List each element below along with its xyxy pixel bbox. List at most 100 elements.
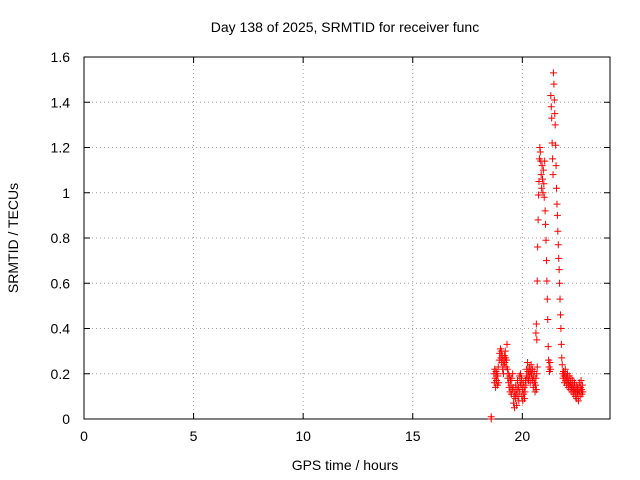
data-point <box>539 166 547 174</box>
data-point <box>535 177 543 185</box>
data-point <box>540 180 548 188</box>
data-point <box>495 379 503 387</box>
y-tick-label: 1.4 <box>51 94 71 110</box>
data-point <box>542 236 550 244</box>
y-tick-label: 0.8 <box>51 230 71 246</box>
data-point <box>509 370 517 378</box>
data-point <box>513 401 521 409</box>
data-point <box>538 184 546 192</box>
data-point <box>549 69 557 77</box>
x-tick-label: 0 <box>80 428 88 444</box>
data-point <box>542 220 550 228</box>
data-point <box>561 365 569 373</box>
data-point <box>546 365 554 373</box>
data-point <box>578 381 586 389</box>
data-point <box>487 413 495 421</box>
data-point <box>533 277 541 285</box>
y-tick-label: 0.6 <box>51 275 71 291</box>
data-point <box>552 162 560 170</box>
data-point <box>538 162 546 170</box>
data-point <box>557 340 565 348</box>
data-point <box>541 207 549 215</box>
data-point <box>532 386 540 394</box>
data-point <box>533 370 541 378</box>
data-point <box>544 343 552 351</box>
data-point <box>533 363 541 371</box>
data-point <box>521 388 529 396</box>
data-point <box>550 80 558 88</box>
data-point <box>539 189 547 197</box>
data-point <box>557 325 565 332</box>
data-point <box>555 266 563 274</box>
data-point <box>543 295 551 303</box>
data-points <box>487 69 587 423</box>
data-point <box>553 184 561 192</box>
data-point <box>553 200 561 208</box>
axis-ticks: 0 5 10 15 20 0 0.2 0.4 0.6 0.8 1 1.2 1.4 1.6 <box>51 49 610 444</box>
data-point <box>521 395 529 403</box>
x-tick-label: 15 <box>405 428 421 444</box>
data-point <box>556 311 564 319</box>
data-point <box>551 121 559 129</box>
data-point <box>550 96 558 104</box>
data-point <box>532 374 540 382</box>
data-point <box>552 141 560 149</box>
data-point <box>494 372 502 380</box>
data-point <box>537 171 545 179</box>
x-tick-label: 5 <box>190 428 198 444</box>
grid <box>84 57 610 419</box>
data-point <box>546 358 554 366</box>
x-tick-label: 20 <box>515 428 531 444</box>
data-point <box>553 211 561 219</box>
y-tick-label: 0 <box>62 411 70 427</box>
y-tick-label: 1.2 <box>51 140 71 156</box>
data-point <box>547 103 555 111</box>
data-point <box>534 243 542 251</box>
data-point <box>508 374 516 382</box>
data-point <box>541 157 549 165</box>
data-point <box>551 110 559 118</box>
data-point <box>536 148 544 156</box>
data-point <box>494 363 502 371</box>
data-point <box>548 114 556 122</box>
data-point <box>556 279 564 287</box>
data-point <box>531 381 539 389</box>
x-axis-label: GPS time / hours <box>292 457 399 473</box>
y-tick-label: 1.6 <box>51 49 71 65</box>
data-point <box>532 329 540 337</box>
data-point <box>501 347 509 355</box>
data-point <box>524 358 532 366</box>
data-point <box>540 193 548 201</box>
data-point <box>544 315 552 323</box>
y-tick-label: 0.2 <box>51 366 71 382</box>
y-tick-label: 1 <box>62 185 70 201</box>
data-point <box>503 356 511 364</box>
data-point <box>549 155 557 163</box>
data-point <box>532 320 540 328</box>
data-point <box>558 361 566 369</box>
y-axis-label: SRMTID / TECUs <box>5 183 21 293</box>
y-tick-label: 0.4 <box>51 321 71 337</box>
data-point <box>542 257 550 265</box>
data-point <box>554 227 562 235</box>
data-point <box>574 397 582 405</box>
data-point <box>558 354 566 362</box>
data-point <box>547 91 555 99</box>
data-point <box>579 388 587 396</box>
data-point <box>522 381 530 389</box>
data-point <box>538 175 546 183</box>
x-tick-label: 10 <box>295 428 311 444</box>
data-point <box>503 365 511 373</box>
data-point <box>533 336 541 344</box>
data-point <box>517 370 525 378</box>
data-point <box>535 191 543 199</box>
data-point <box>534 216 542 224</box>
data-point <box>549 171 557 179</box>
data-point <box>555 254 563 262</box>
chart-title: Day 138 of 2025, SRMTID for receiver fun… <box>211 19 479 35</box>
data-point <box>554 241 562 249</box>
data-point <box>543 277 551 285</box>
data-point <box>503 340 511 348</box>
